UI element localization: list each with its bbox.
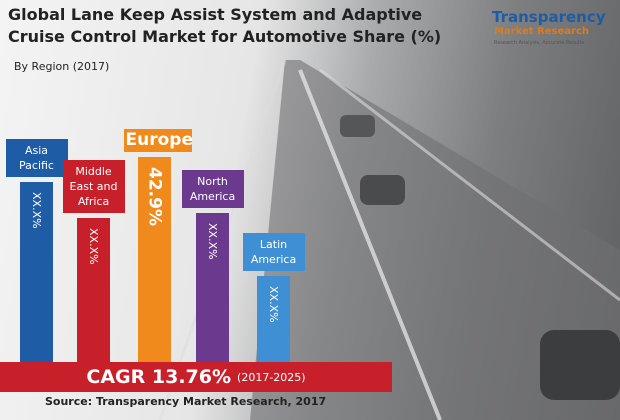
- logo-name: Market Research: [494, 26, 589, 37]
- value-label: XX.X%: [87, 228, 100, 265]
- value-label: 42.9%: [144, 166, 165, 226]
- bar: XX.X%: [20, 181, 53, 362]
- subtitle: By Region (2017): [14, 60, 110, 73]
- value-label: XX.X%: [206, 222, 219, 260]
- value-label: XX.X%: [30, 191, 43, 229]
- category-label: Asia Pacific: [5, 138, 68, 177]
- value-label: XX.X%: [267, 285, 280, 323]
- cagr-label: CAGR 13.76%: [86, 366, 232, 388]
- category-label: Middle East and Africa: [62, 160, 125, 214]
- bar: XX.X%: [196, 212, 229, 362]
- cagr-band: CAGR 13.76% (2017-2025): [0, 362, 392, 392]
- bar: XX.X%: [257, 275, 290, 362]
- cagr-period: (2017-2025): [237, 370, 306, 384]
- category-label: North America: [181, 169, 244, 208]
- source: Source: Transparency Market Research, 20…: [45, 395, 327, 408]
- category-label: Europe: [123, 128, 193, 152]
- logo-tagline: Research Analysis, Accurate Results: [494, 40, 585, 46]
- category-label: Latin America: [242, 232, 305, 271]
- bar: 42.9%: [138, 156, 171, 362]
- logo-name: Transparency: [492, 8, 606, 26]
- bar: XX.X%: [77, 218, 110, 362]
- title: Global Lane Keep Assist System and Adapt…: [8, 5, 442, 46]
